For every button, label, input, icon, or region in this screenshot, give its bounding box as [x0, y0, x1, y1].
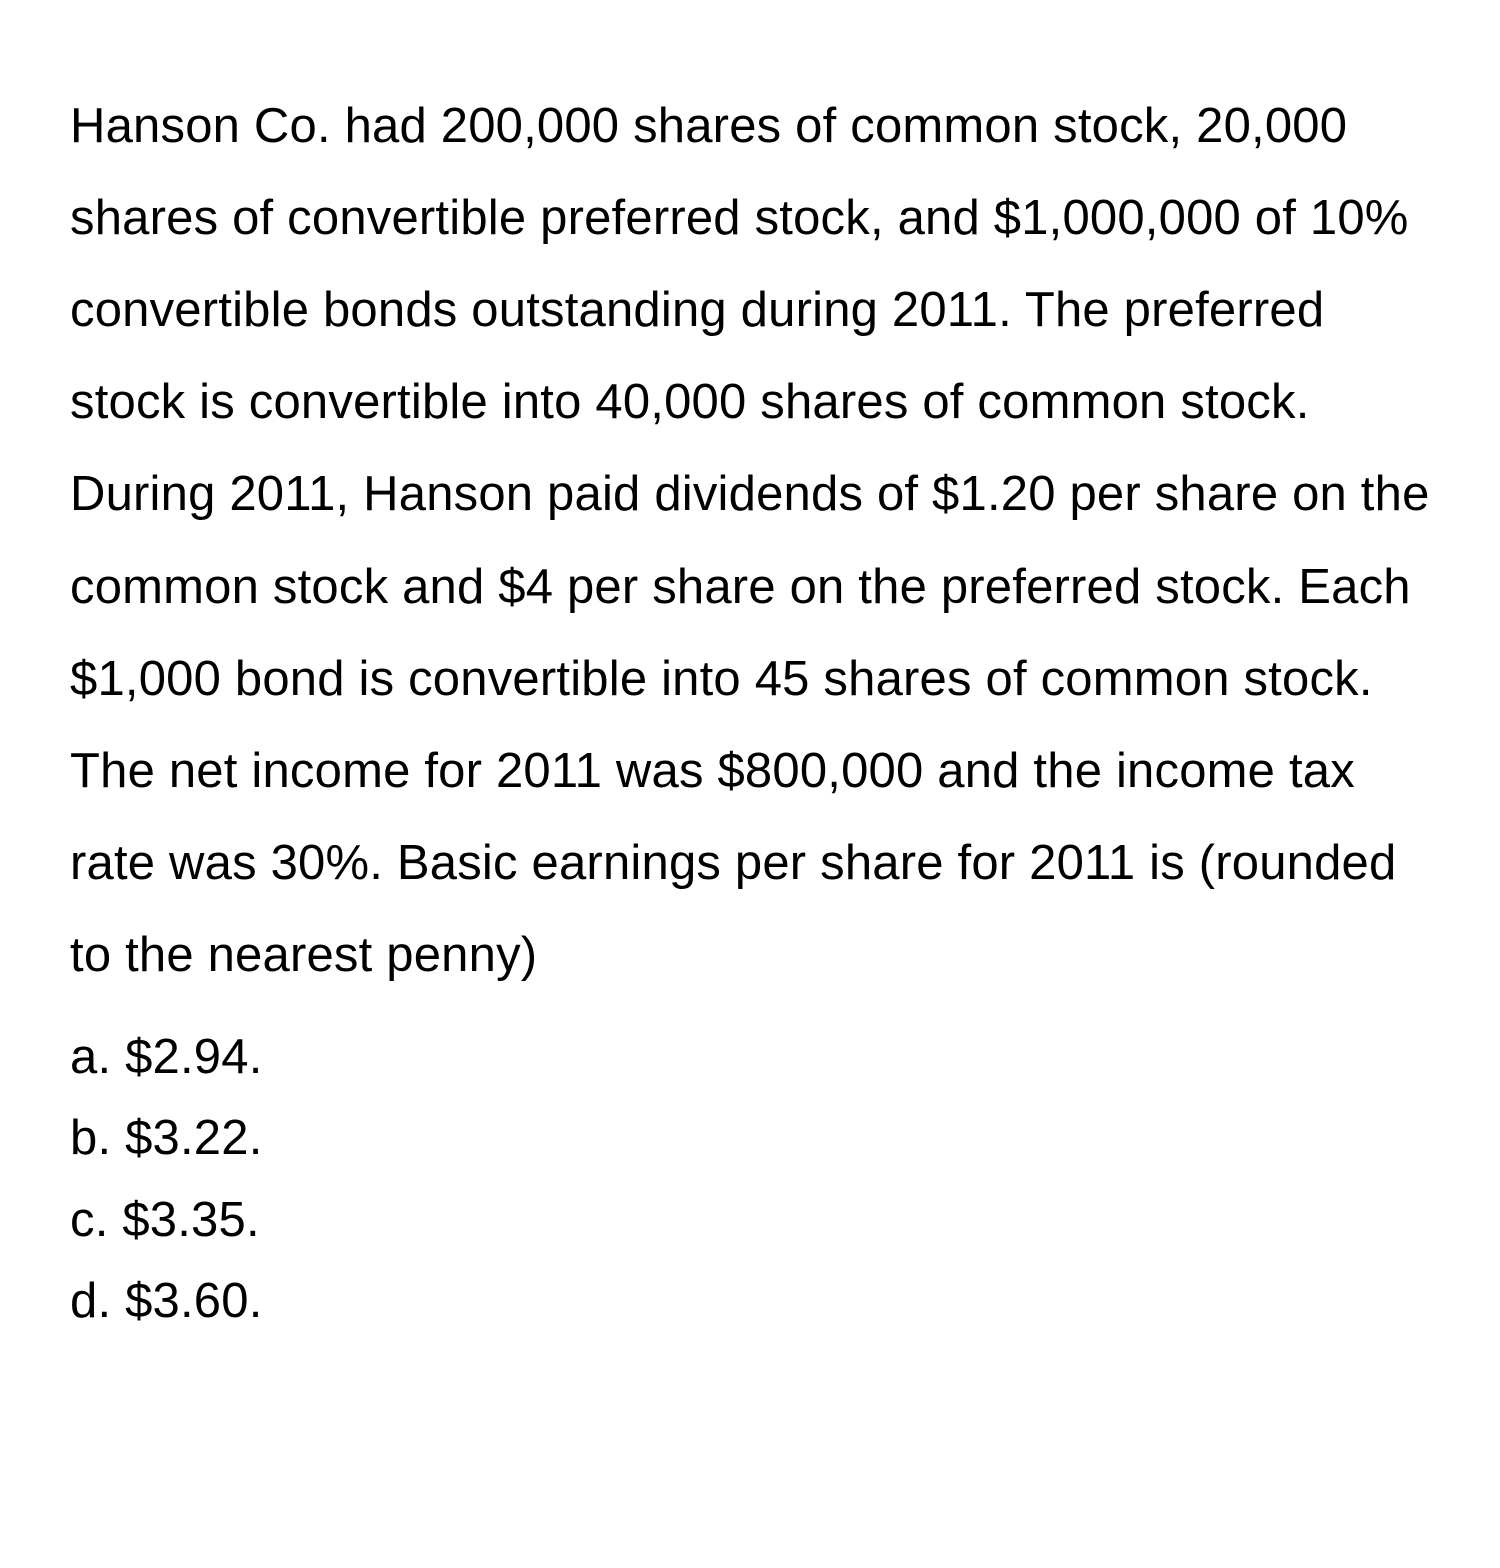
option-b: b. $3.22. [70, 1098, 1430, 1179]
document-page: Hanson Co. had 200,000 shares of common … [0, 0, 1500, 1402]
option-d: d. $3.60. [70, 1261, 1430, 1342]
option-a: a. $2.94. [70, 1017, 1430, 1098]
answer-options: a. $2.94. b. $3.22. c. $3.35. d. $3.60. [70, 1017, 1430, 1342]
question-text: Hanson Co. had 200,000 shares of common … [70, 80, 1430, 1001]
option-c: c. $3.35. [70, 1180, 1430, 1261]
